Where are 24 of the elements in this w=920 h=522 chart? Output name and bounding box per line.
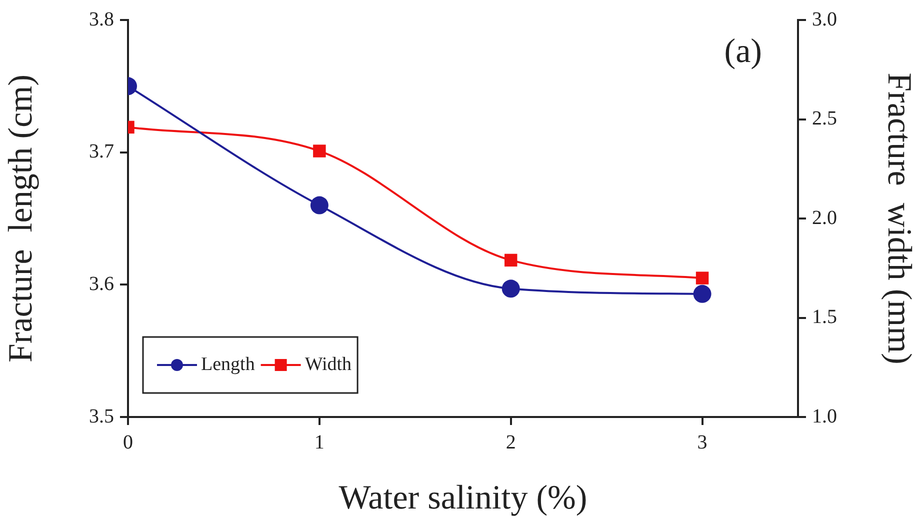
point	[693, 284, 712, 303]
y-tick-label: 3.5	[89, 405, 114, 428]
y-tick-label: 3.6	[89, 272, 114, 295]
point	[696, 272, 709, 284]
x-tick-label: 0	[123, 431, 133, 454]
y-tick-label: 3.8	[89, 8, 114, 30]
y2-axis-title: Fracture width (mm)	[880, 72, 918, 364]
legend-label: Width	[304, 354, 352, 375]
y2-tick-label: 3.0	[812, 8, 837, 30]
y2-tick-label: 2.5	[812, 108, 837, 130]
y-tick-label: 3.7	[89, 140, 114, 163]
point	[502, 280, 520, 298]
y-axis-title: Fracture length (cm)	[2, 74, 40, 362]
x-tick-label: 2	[506, 431, 516, 454]
point	[313, 144, 326, 158]
y2-tick-label: 1.5	[812, 306, 837, 328]
x-tick-label: 1	[314, 431, 324, 454]
annotation: (a)	[724, 32, 762, 70]
point	[504, 254, 518, 267]
x-axis-title: Water salinity (%)	[338, 480, 588, 517]
y2-tick-label: 2.0	[812, 206, 837, 229]
legend-label: Length	[201, 354, 256, 375]
y2-tick-label: 1.0	[812, 405, 837, 428]
x-tick-label: 3	[697, 431, 708, 454]
